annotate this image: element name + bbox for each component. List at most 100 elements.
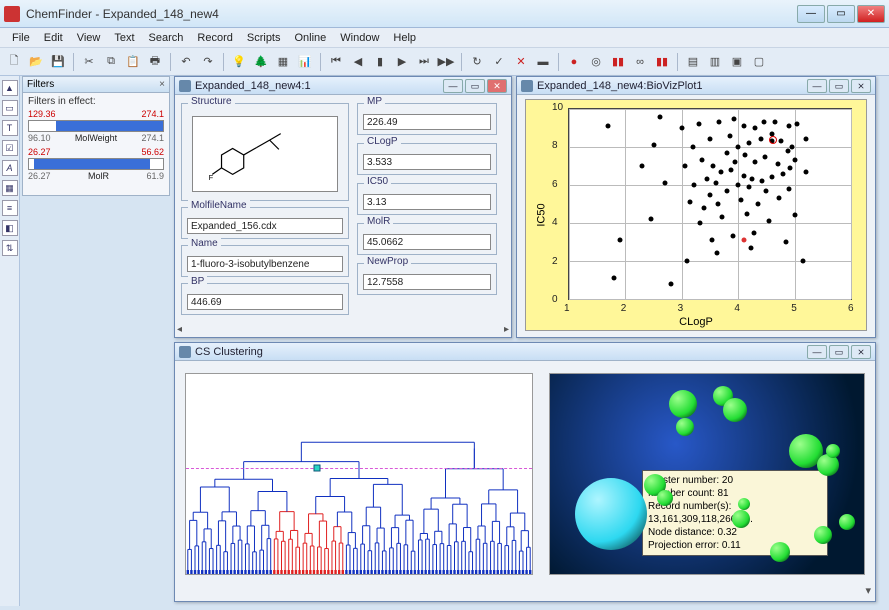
new-icon[interactable]: 🗋 (4, 52, 24, 72)
plot-min-button[interactable]: — (807, 79, 827, 93)
filter2-slider[interactable] (28, 158, 164, 170)
minimize-button[interactable]: — (797, 5, 825, 23)
menu-record[interactable]: Record (191, 30, 238, 46)
scatter-point[interactable] (776, 196, 781, 201)
scatter-point[interactable] (648, 217, 653, 222)
filter-icon[interactable]: ▬ (533, 52, 553, 72)
menu-file[interactable]: File (6, 30, 36, 46)
scatter-point[interactable] (747, 184, 752, 189)
plot-max-button[interactable]: ▭ (829, 79, 849, 93)
cluster-max-button[interactable]: ▭ (829, 345, 849, 359)
scatter-point[interactable] (724, 150, 729, 155)
molfile-field[interactable] (187, 218, 343, 234)
scatter-point[interactable] (753, 160, 758, 165)
dendrogram[interactable] (185, 373, 533, 575)
scatter-point[interactable] (772, 120, 777, 125)
scatter-point[interactable] (710, 164, 715, 169)
layout2-icon[interactable]: ▥ (705, 52, 725, 72)
cluster-close-button[interactable]: ⨯ (851, 345, 871, 359)
cluster-sphere[interactable] (814, 526, 832, 544)
scatter-point[interactable] (758, 137, 763, 142)
tool-layers-icon[interactable]: ≡ (2, 200, 18, 216)
paste-icon[interactable]: 📋 (123, 52, 143, 72)
scatter-point[interactable] (662, 181, 667, 186)
scatter-point[interactable] (762, 154, 767, 159)
scatter-point[interactable] (739, 198, 744, 203)
scatter-point[interactable] (708, 192, 713, 197)
scatter-point[interactable] (767, 219, 772, 224)
scatter-point[interactable] (691, 145, 696, 150)
scatter-point[interactable] (750, 177, 755, 182)
menu-scripts[interactable]: Scripts (241, 30, 287, 46)
bulb-icon[interactable]: 💡 (229, 52, 249, 72)
scroll-left-icon[interactable]: ◂ (177, 324, 182, 335)
plot-close-button[interactable]: ⨯ (851, 79, 871, 93)
cluster-sphere[interactable] (826, 444, 840, 458)
scatter-point[interactable] (786, 186, 791, 191)
cut-icon[interactable]: ✂ (79, 52, 99, 72)
cluster-sphere[interactable] (669, 390, 697, 418)
scatter-point[interactable] (753, 126, 758, 131)
copy-icon[interactable]: ⧉ (101, 52, 121, 72)
scatter-point[interactable] (688, 200, 693, 205)
tool-color-icon[interactable]: ◧ (2, 220, 18, 236)
grid-icon[interactable]: ▦ (273, 52, 293, 72)
menu-online[interactable]: Online (289, 30, 333, 46)
scatter-point[interactable] (668, 281, 673, 286)
clogp-field[interactable] (363, 154, 491, 170)
cluster-sphere[interactable] (676, 418, 694, 436)
scatter-point[interactable] (713, 181, 718, 186)
link-icon[interactable]: ∞ (630, 52, 650, 72)
chart-icon[interactable]: 📊 (295, 52, 315, 72)
scatter-point[interactable] (729, 167, 734, 172)
tree-icon[interactable]: 🌲 (251, 52, 271, 72)
scatter-point[interactable] (736, 183, 741, 188)
pause2-icon[interactable]: ▮▮ (652, 52, 672, 72)
mp-field[interactable] (363, 114, 491, 130)
scatter-point-highlight[interactable] (769, 136, 777, 144)
scatter-point[interactable] (741, 173, 746, 178)
scatter-point[interactable] (640, 164, 645, 169)
target-icon[interactable]: ◎ (586, 52, 606, 72)
scatter-point[interactable] (742, 152, 747, 157)
scatter-point-selected[interactable] (741, 238, 746, 243)
layout4-icon[interactable]: ▢ (749, 52, 769, 72)
open-icon[interactable]: 📂 (26, 52, 46, 72)
scatter-point[interactable] (744, 211, 749, 216)
dendrogram-marker[interactable] (314, 465, 321, 472)
save-icon[interactable]: 💾 (48, 52, 68, 72)
scatter-point[interactable] (789, 145, 794, 150)
scatter-point[interactable] (698, 221, 703, 226)
scatter-point[interactable] (606, 124, 611, 129)
menu-search[interactable]: Search (143, 30, 190, 46)
scatter-point[interactable] (788, 165, 793, 170)
tool-swap-icon[interactable]: ⇅ (2, 240, 18, 256)
cluster-min-button[interactable]: — (807, 345, 827, 359)
cluster-sphere[interactable] (657, 490, 673, 506)
scatter-point[interactable] (685, 259, 690, 264)
prev-icon[interactable]: ◀ (348, 52, 368, 72)
scatter-point[interactable] (724, 188, 729, 193)
tool-box-icon[interactable]: ▭ (2, 100, 18, 116)
undo-icon[interactable]: ↶ (176, 52, 196, 72)
scatter-point[interactable] (679, 126, 684, 131)
scatter-point[interactable] (801, 259, 806, 264)
scatter-point[interactable] (658, 114, 663, 119)
menu-text[interactable]: Text (108, 30, 140, 46)
scatter-point[interactable] (755, 202, 760, 207)
cluster-sphere[interactable] (770, 542, 790, 562)
scatter-point[interactable] (727, 133, 732, 138)
scatter-point[interactable] (702, 205, 707, 210)
cluster-sphere[interactable] (723, 398, 747, 422)
tool-pointer-icon[interactable]: ▲ (2, 80, 18, 96)
cluster-sphere[interactable] (732, 510, 750, 528)
scatter-point[interactable] (617, 238, 622, 243)
scatter-point[interactable] (759, 179, 764, 184)
tool-table-icon[interactable]: ▦ (2, 180, 18, 196)
filters-close-icon[interactable]: × (159, 79, 165, 90)
name-field[interactable] (187, 256, 343, 272)
scatter-point[interactable] (803, 137, 808, 142)
scatter-point[interactable] (770, 175, 775, 180)
first-icon[interactable]: ⏮ (326, 52, 346, 72)
stop-icon[interactable]: ▮ (370, 52, 390, 72)
